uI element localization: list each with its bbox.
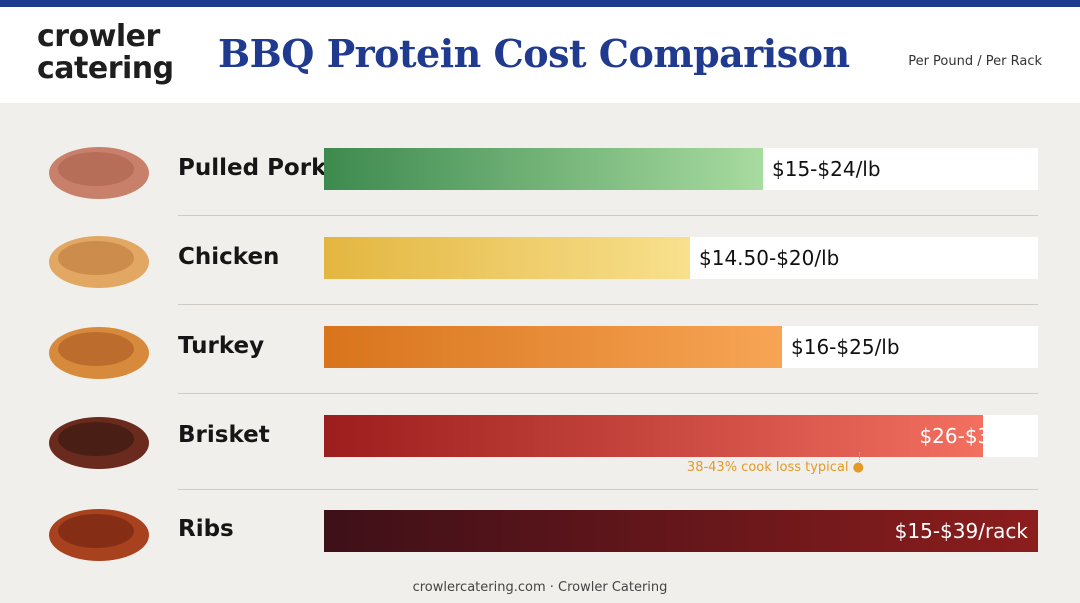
row-divider (178, 489, 1038, 490)
annotation-leader (859, 452, 860, 464)
bar-track: $16-$25/lb (324, 326, 1038, 368)
food-image-brisket (42, 405, 157, 475)
footer: crowlercatering.com · Crowler Catering (412, 580, 668, 595)
page-title: BBQ Protein Cost Comparison (218, 31, 850, 76)
category-label: Turkey (178, 333, 265, 359)
bar (324, 415, 983, 457)
bar-track: $15-$39/rack (324, 510, 1038, 552)
category-label: Brisket (178, 422, 270, 448)
row-divider (178, 393, 1038, 394)
bar (324, 148, 763, 190)
data-label: $16-$25/lb (791, 335, 900, 359)
bar (324, 326, 782, 368)
logo-line-1: crowler (37, 19, 160, 54)
data-label: $14.50-$20/lb (699, 246, 840, 270)
category-label: Pulled Pork (178, 155, 327, 181)
category-label: Chicken (178, 244, 280, 270)
page-subtitle: Per Pound / Per Rack (908, 54, 1042, 69)
bar-track: $15-$24/lb (324, 148, 1038, 190)
bar-track: $14.50-$20/lb (324, 237, 1038, 279)
logo-line-2: catering (37, 51, 174, 86)
food-image-ribs (42, 497, 157, 567)
food-image-pulled-pork (42, 135, 157, 205)
food-image-chicken (42, 224, 157, 294)
bar (324, 237, 690, 279)
row-divider (178, 215, 1038, 216)
data-label: $15-$39/rack (894, 519, 1028, 543)
row-divider (178, 304, 1038, 305)
data-label: $15-$24/lb (772, 157, 881, 181)
annotation: 38-43% cook loss typical ● (686, 460, 864, 475)
header: crowler catering BBQ Protein Cost Compar… (0, 7, 1080, 103)
bar-track: $26-$36/lb (324, 415, 1038, 457)
food-image-turkey (42, 315, 157, 385)
brand-logo: crowler catering (37, 21, 187, 85)
bar (324, 510, 1038, 552)
data-label: $26-$36/lb (919, 424, 1028, 448)
top-accent-bar (0, 0, 1080, 7)
category-label: Ribs (178, 516, 234, 542)
